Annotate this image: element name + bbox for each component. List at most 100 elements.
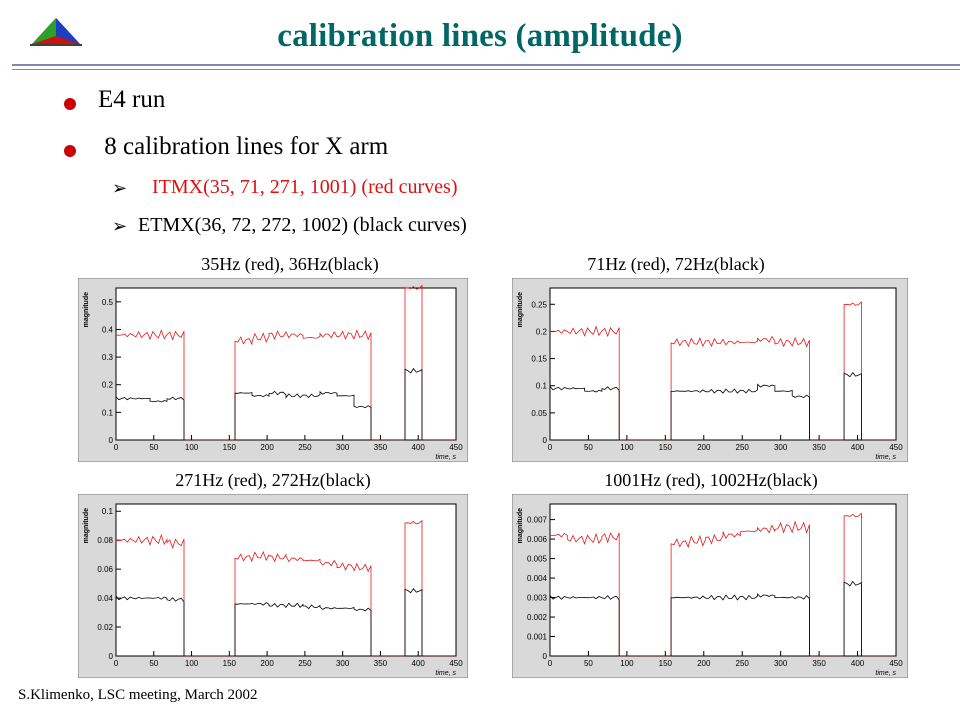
y-tick-label: 0.006	[527, 535, 548, 544]
y-tick-label: 0.3	[102, 353, 114, 362]
y-tick-label: 0	[543, 436, 548, 445]
sub-bullet-etmx: ETMX(36, 72, 272, 1002) (black curves)	[138, 214, 467, 236]
x-tick-label: 400	[851, 659, 865, 668]
y-tick-label: 0.1	[102, 408, 114, 417]
x-tick-label: 300	[774, 443, 788, 452]
x-tick-label: 300	[774, 659, 788, 668]
x-tick-label: 450	[449, 659, 463, 668]
x-tick-label: 100	[620, 443, 634, 452]
x-tick-label: 300	[336, 659, 350, 668]
y-tick-label: 0.06	[97, 565, 113, 574]
x-tick-label: 100	[185, 443, 199, 452]
y-tick-label: 0.02	[97, 623, 113, 632]
amplitude-plot-35hz: 0 0.1 0.2 0.3 0.4 0.5 0 50 100 150 200 250 300 350 400…	[78, 278, 468, 462]
x-tick-label: 50	[149, 443, 158, 452]
x-tick-label: 50	[584, 659, 593, 668]
sub-bullet-itmx: ITMX(35, 71, 271, 1001) (red curves)	[152, 176, 458, 198]
series-line	[549, 580, 896, 657]
y-tick-label: 0.25	[531, 300, 547, 309]
x-tick-label: 450	[889, 443, 903, 452]
bullet-item: E4 run	[98, 86, 166, 113]
bullet-item: 8 calibration lines for X arm	[98, 133, 389, 160]
x-tick-label: 250	[736, 659, 750, 668]
y-tick-label: 0.1	[536, 382, 548, 391]
x-tick-label: 150	[659, 443, 673, 452]
x-tick-label: 400	[412, 659, 426, 668]
x-tick-label: 0	[114, 659, 119, 668]
x-tick-label: 200	[697, 443, 711, 452]
y-tick-label: 0.15	[531, 355, 547, 364]
page-title: calibration lines (amplitude)	[277, 18, 683, 54]
y-axis-label: magnitude	[83, 292, 90, 327]
y-tick-label: 0	[109, 436, 114, 445]
x-tick-label: 50	[149, 659, 158, 668]
x-axis-label: time, s	[435, 670, 456, 677]
x-tick-label: 400	[851, 443, 865, 452]
plot-title: 35Hz (red), 36Hz(black)	[201, 254, 379, 274]
plot-area	[549, 287, 897, 441]
y-tick-label: 0.2	[102, 381, 114, 390]
x-tick-label: 50	[584, 443, 593, 452]
x-axis-label: time, s	[875, 454, 896, 461]
y-tick-label: 0.05	[531, 409, 547, 418]
title-rule-thin	[12, 69, 960, 70]
x-tick-label: 0	[114, 443, 119, 452]
x-tick-label: 150	[659, 659, 673, 668]
x-tick-label: 350	[374, 659, 388, 668]
y-axis-label: magnitude	[517, 508, 524, 543]
x-tick-label: 100	[185, 659, 199, 668]
bullet-dot	[64, 145, 76, 157]
title-rule	[12, 64, 960, 66]
y-tick-label: 0.004	[527, 574, 548, 583]
x-tick-label: 200	[260, 659, 274, 668]
series-line	[115, 588, 456, 657]
x-tick-label: 450	[449, 443, 463, 452]
x-tick-label: 350	[812, 443, 826, 452]
plot-title: 271Hz (red), 272Hz(black)	[175, 470, 371, 490]
plot-area	[549, 503, 897, 657]
logo-icon	[30, 18, 82, 46]
x-tick-label: 100	[620, 659, 634, 668]
arrow-bullet-icon: ➢	[112, 178, 128, 198]
y-tick-label: 0.5	[102, 298, 114, 307]
x-tick-label: 0	[548, 443, 553, 452]
x-tick-label: 250	[298, 659, 312, 668]
y-tick-label: 0.002	[527, 613, 548, 622]
x-tick-label: 400	[412, 443, 426, 452]
x-tick-label: 150	[223, 659, 237, 668]
x-tick-label: 350	[374, 443, 388, 452]
x-tick-label: 200	[697, 659, 711, 668]
y-axis-label: magnitude	[83, 508, 90, 543]
bullet-dot	[64, 98, 76, 110]
x-axis-label: time, s	[875, 670, 896, 677]
amplitude-plot-271hz: 0 0.02 0.04 0.06 0.08 0.1 0 50 100 150 200 250 300 35…	[78, 494, 468, 678]
y-tick-label: 0.007	[527, 516, 548, 525]
series-line	[115, 367, 456, 441]
x-tick-label: 150	[223, 443, 237, 452]
y-tick-label: 0.2	[536, 327, 548, 336]
y-tick-label: 0.005	[527, 555, 548, 564]
y-tick-label: 0.04	[97, 594, 113, 603]
amplitude-plot-1001hz: 0 0.001 0.002 0.003 0.004 0.005 0.006 0.007 0 50 1…	[512, 494, 908, 678]
y-tick-label: 0.003	[527, 594, 548, 603]
x-tick-label: 250	[298, 443, 312, 452]
x-tick-label: 0	[548, 659, 553, 668]
y-tick-label: 0.1	[102, 507, 114, 516]
plot-area	[115, 287, 457, 441]
plot-area	[115, 503, 457, 657]
x-tick-label: 450	[889, 659, 903, 668]
y-tick-label: 0	[109, 652, 114, 661]
arrow-bullet-icon: ➢	[112, 216, 128, 236]
x-tick-label: 350	[812, 659, 826, 668]
y-tick-label: 0.4	[102, 325, 114, 334]
amplitude-plot-71hz: 0 0.05 0.1 0.15 0.2 0.25 0 50 100 150 200 250 300 350…	[512, 278, 908, 462]
x-tick-label: 200	[260, 443, 274, 452]
plot-title: 1001Hz (red), 1002Hz(black)	[604, 470, 818, 490]
y-tick-label: 0.001	[527, 633, 548, 642]
x-tick-label: 250	[736, 443, 750, 452]
footer-credit: S.Klimenko, LSC meeting, March 2002	[18, 687, 258, 703]
y-tick-label: 0.08	[97, 536, 113, 545]
x-axis-label: time, s	[435, 454, 456, 461]
y-axis-label: magnitude	[517, 292, 524, 327]
x-tick-label: 300	[336, 443, 350, 452]
